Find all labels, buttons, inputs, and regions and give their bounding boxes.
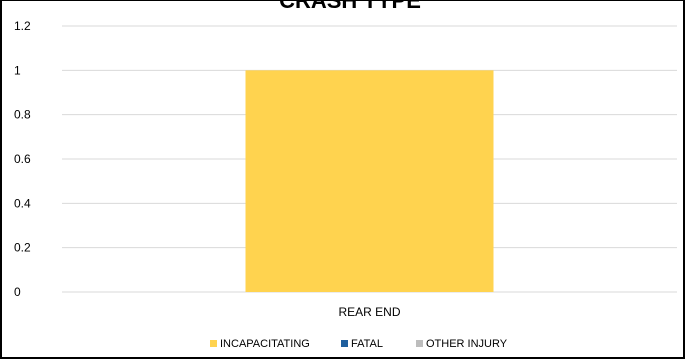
legend-label: INCAPACITATING [220,338,310,350]
y-tick-label: 0.4 [14,196,31,210]
y-tick-label: 1.2 [14,19,31,33]
y-tick-label: 1 [14,63,21,77]
y-tick-label: 0 [14,285,21,299]
legend-label: OTHER INJURY [426,338,508,350]
legend-label: FATAL [351,338,383,350]
legend: INCAPACITATING FATAL OTHER INJURY [210,338,508,350]
chart-title: CRASH TYPE [279,0,421,13]
y-tick-label: 0.6 [14,152,31,166]
legend-swatch [341,340,348,347]
y-tick-label: 0.8 [14,108,31,122]
y-axis-tick-labels: 0 0.2 0.4 0.6 0.8 1 1.2 [14,19,31,299]
y-tick-label: 0.2 [14,241,31,255]
legend-swatch [210,340,217,347]
x-axis-tick-labels: REAR END [338,305,400,319]
bar-incapacitating [245,70,494,292]
x-tick-label: REAR END [338,305,400,319]
legend-swatch [416,340,423,347]
bars [245,70,494,292]
